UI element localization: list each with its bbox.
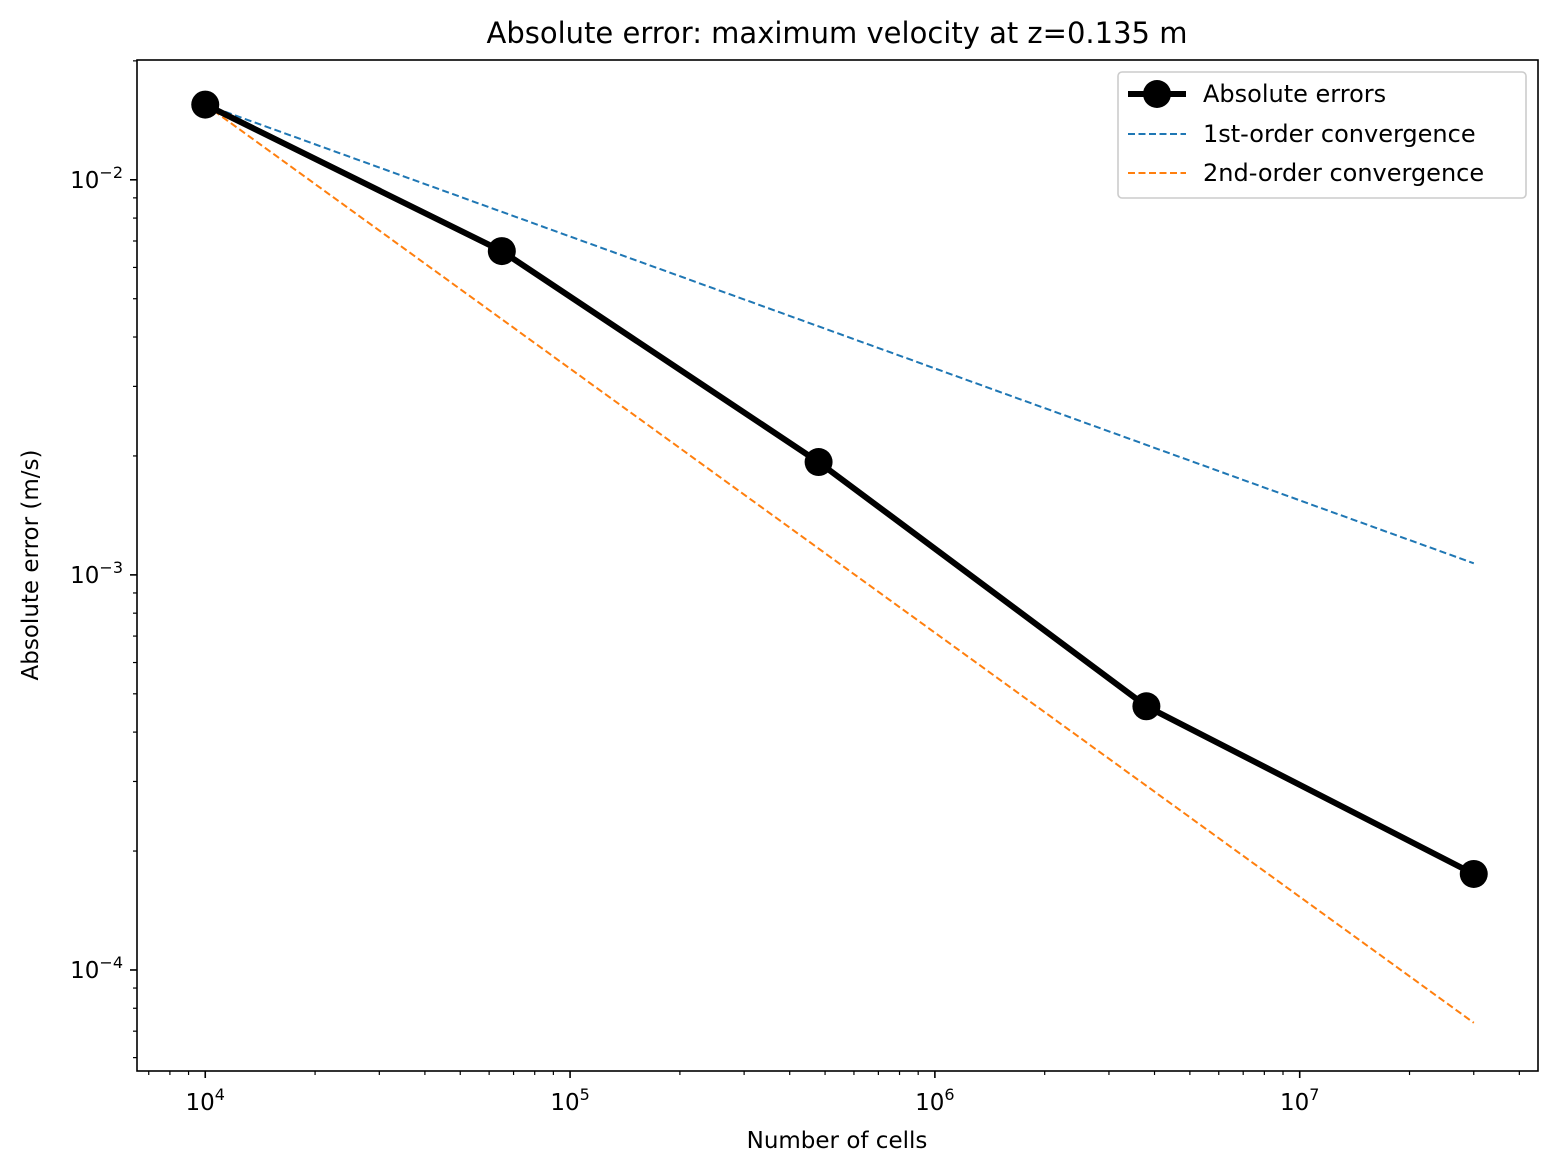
y-axis-ticks: 10−410−310−2: [70, 60, 137, 1059]
x-tick-exponent: 7: [1309, 1085, 1319, 1104]
legend-marker: [1143, 80, 1171, 108]
data-point-marker: [1132, 692, 1161, 721]
x-tick-label: 107: [1280, 1085, 1319, 1116]
series-line-1st-order-convergence: [204, 103, 1475, 565]
y-tick-exponent: −2: [99, 163, 123, 182]
data-point-marker: [487, 237, 516, 266]
series-layer: [191, 90, 1488, 1024]
y-tick-label: 10−2: [70, 163, 123, 194]
y-axis-label: Absolute error (m/s): [18, 450, 44, 681]
x-tick-exponent: 4: [215, 1085, 225, 1104]
series-line-2nd-order-convergence: [204, 103, 1475, 1024]
plot-frame: [136, 59, 1539, 1072]
x-tick-label: 105: [550, 1085, 589, 1116]
y-tick-base: 10: [70, 168, 99, 194]
x-tick-exponent: 5: [580, 1085, 590, 1104]
chart-title: Absolute error: maximum velocity at z=0.…: [487, 16, 1188, 50]
x-tick-base: 10: [915, 1090, 944, 1116]
x-tick-label: 104: [186, 1085, 225, 1116]
plot-background: [137, 60, 1538, 1071]
data-point-marker: [191, 90, 220, 119]
y-tick-label: 10−3: [70, 558, 123, 589]
plot-area: [136, 59, 1539, 1072]
x-tick-label: 106: [915, 1085, 954, 1116]
data-point-marker: [804, 448, 833, 477]
x-tick-base: 10: [550, 1090, 579, 1116]
x-tick-base: 10: [1280, 1090, 1309, 1116]
legend-label: 1st-order convergence: [1203, 120, 1476, 148]
legend-box: [1117, 71, 1527, 199]
y-tick-base: 10: [70, 563, 99, 589]
x-tick-base: 10: [186, 1090, 215, 1116]
legend: Absolute errors 1st-order convergence 2nd-…: [1117, 71, 1527, 199]
data-point-marker: [1459, 859, 1488, 888]
x-axis-ticks: 104 105 106 107: [148, 1071, 1520, 1116]
x-tick-exponent: 6: [944, 1085, 954, 1104]
legend-items: Absolute errors 1st-order convergence 2nd-…: [1128, 80, 1484, 187]
legend-label: Absolute errors: [1203, 80, 1386, 108]
x-axis-label: Number of cells: [747, 1128, 928, 1154]
y-tick-label: 10−4: [70, 953, 123, 984]
legend-label: 2nd-order convergence: [1203, 159, 1484, 187]
y-tick-base: 10: [70, 958, 99, 984]
y-tick-exponent: −3: [99, 558, 123, 577]
y-tick-exponent: −4: [99, 953, 123, 972]
